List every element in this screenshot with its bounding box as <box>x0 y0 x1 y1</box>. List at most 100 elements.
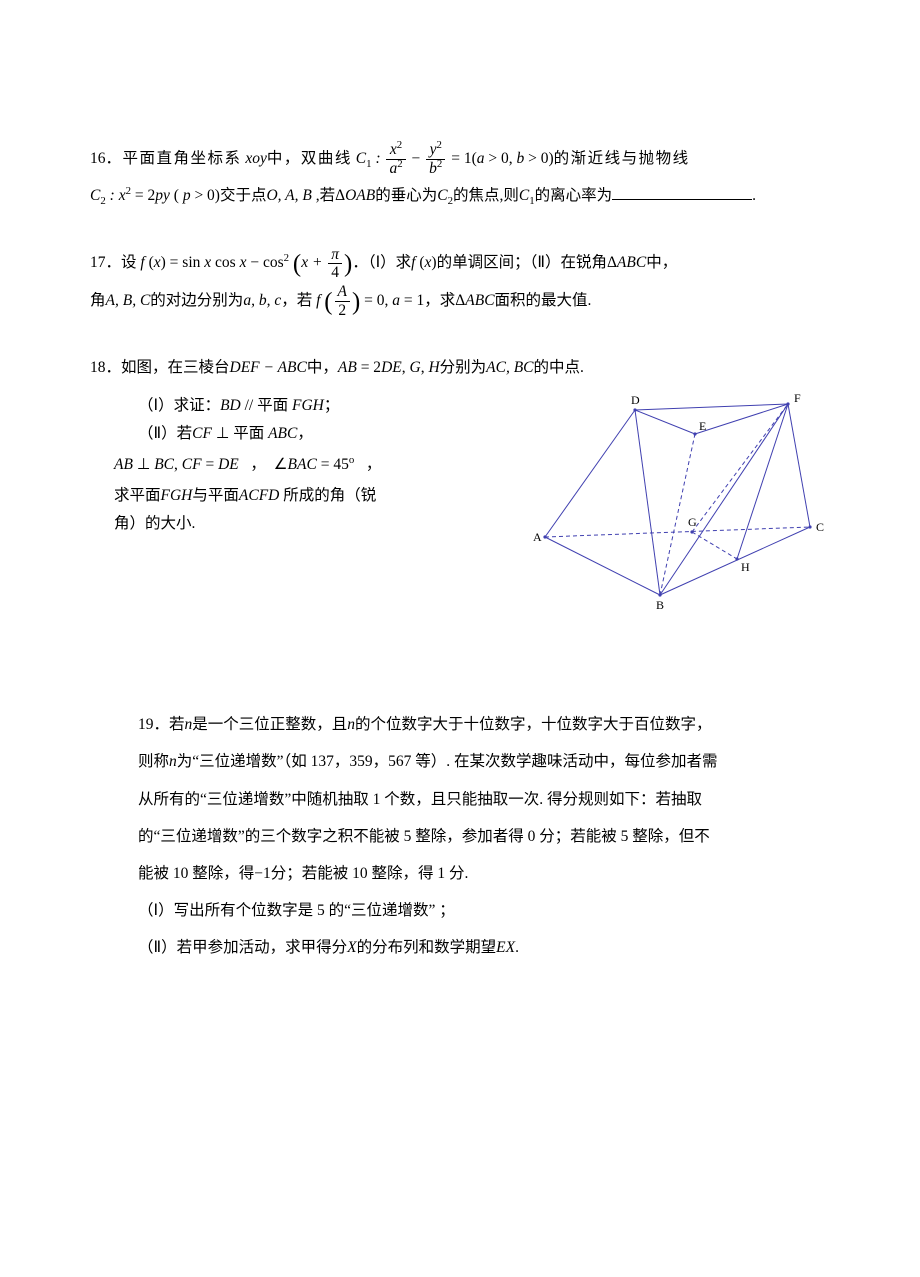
svg-text:E: E <box>699 419 706 433</box>
xpi4: x + <box>301 254 322 271</box>
tri-abc: ΔABC <box>607 254 646 271</box>
acbc: AC, BC <box>486 359 533 376</box>
p18-figure: ABCDEFGH <box>530 392 830 626</box>
eq0: = 0, a = 1 <box>364 292 424 309</box>
p19-part2: （Ⅱ）若甲参加活动，求甲得分X的分布列和数学期望EX. <box>138 929 830 966</box>
prism-diagram: ABCDEFGH <box>530 392 830 612</box>
svg-text:D: D <box>631 393 640 407</box>
text: 能被 10 整除，得 <box>138 865 254 882</box>
frac-pi4: π 4 <box>328 247 342 281</box>
blank-16 <box>612 184 752 201</box>
text: ，求 <box>424 292 455 309</box>
p18-part1: （Ⅰ）求证：BD // 平面 FGH； <box>90 392 516 420</box>
text: 的分布列和数学期望 <box>357 939 497 956</box>
text: 为“三位递增数”（如 137，359，567 等）. 在某次数学趣味活动中，每位… <box>177 753 718 770</box>
number-18: 18 <box>90 359 106 376</box>
text: . <box>515 939 519 956</box>
text: （Ⅱ）若 <box>138 425 192 442</box>
text: （Ⅱ）若甲参加活动，求甲得分 <box>138 939 347 956</box>
acfd: ACFD <box>239 487 279 504</box>
text: （Ⅰ）求证： <box>138 397 220 414</box>
text: 的中点. <box>534 359 584 376</box>
eq1-tail: = 1(a > 0, b > 0) <box>451 150 553 167</box>
text: 分；若能被 10 整除，得 1 分. <box>271 865 469 882</box>
text: 的渐近线与抛物线 <box>554 150 690 167</box>
p19-l3: 从所有的“三位递增数”中随机抽取 1 个数，且只能抽取一次. 得分规则如下：若抽… <box>138 781 830 818</box>
frac-y2b2: y2 b2 <box>426 142 445 176</box>
c1: C1 <box>519 187 535 204</box>
svg-text:C: C <box>816 520 824 534</box>
p18-line1: 18．如图，在三棱台DEF − ABC中，AB = 2DE, G, H分别为AC… <box>90 349 830 386</box>
rparen-icon: ) <box>352 288 360 315</box>
p19-l4: 的“三位递增数”的三个数字之积不能被 5 整除，参加者得 0 分；若能被 5 整… <box>138 818 830 855</box>
svg-text:G: G <box>688 515 697 529</box>
text: 角）的大小. <box>114 515 195 532</box>
p18-body: （Ⅰ）求证：BD // 平面 FGH； （Ⅱ）若CF ⊥ 平面 ABC， AB … <box>90 392 830 626</box>
tri-oab: ΔOAB <box>335 187 375 204</box>
text: 交于点 <box>220 187 267 204</box>
text: ,若 <box>312 187 335 204</box>
minus: − <box>412 150 425 167</box>
exam-page: 16．平面直角坐标系 xoy中，双曲线 C1 : x2 a2 − y2 b2 =… <box>0 0 920 1277</box>
n: n <box>347 716 355 733</box>
p19-l2: 则称n为“三位递增数”（如 137，359，567 等）. 在某次数学趣味活动中… <box>138 743 830 780</box>
c1-label: C1 : <box>356 150 381 167</box>
text: ．（Ⅰ）求 <box>352 254 411 271</box>
EX: EX <box>496 939 515 956</box>
number-19: 19 <box>138 716 154 733</box>
text: 的焦点,则 <box>453 187 519 204</box>
prism: DEF − ABC <box>230 359 307 376</box>
text: 分别为 <box>440 359 487 376</box>
text: 的对边分别为 <box>150 292 243 309</box>
text: 中，双曲线 <box>267 150 352 167</box>
text: ．若 <box>154 716 185 733</box>
problem-18: 18．如图，在三棱台DEF − ABC中，AB = 2DE, G, H分别为AC… <box>90 349 830 626</box>
frac-a2: A 2 <box>335 284 350 318</box>
f: f <box>316 292 320 309</box>
n: n <box>169 753 177 770</box>
text: 角 <box>90 292 106 309</box>
cond1: AB = 2DE, G, H <box>338 359 440 376</box>
problem-16: 16．平面直角坐标系 xoy中，双曲线 C1 : x2 a2 − y2 b2 =… <box>90 140 830 214</box>
p18-cond2: AB ⊥ BC, CF = DE ， ∠BAC = 45o ， <box>90 448 516 482</box>
p18-q: 求平面FGH与平面ACFD 所成的角（锐 角）的大小. <box>90 482 516 538</box>
text: ，若 <box>281 292 312 309</box>
text: 求平面 <box>114 487 161 504</box>
text: 所成的角（锐 <box>279 487 376 504</box>
lparen-icon: ( <box>293 251 301 278</box>
abc-upper: A, B, C <box>106 292 151 309</box>
p19-l1: 19．若n是一个三位正整数，且n的个位数字大于十位数字，十位数字大于百位数字， <box>138 706 830 743</box>
problem-17: 17．设 f (x) = sin x cos x − cos2 (x + π 4… <box>90 244 830 318</box>
p19-l5: 能被 10 整除，得−1分；若能被 10 整除，得 1 分. <box>138 855 830 892</box>
text: 是一个三位正整数，且 <box>192 716 347 733</box>
text: ．设 <box>106 254 137 271</box>
oab: O, A, B <box>266 187 311 204</box>
frac-x2a2: x2 a2 <box>386 142 405 176</box>
c2-label: C2 : x2 = 2py ( p > 0) <box>90 187 220 204</box>
text: 与平面 <box>192 487 239 504</box>
text: 中， <box>307 359 338 376</box>
cf-abc: CF ⊥ 平面 ABC <box>192 425 297 442</box>
text: 面积的最大值. <box>495 292 592 309</box>
text: 的垂心为 <box>375 187 437 204</box>
p18-part2: （Ⅱ）若CF ⊥ 平面 ABC， <box>90 420 516 448</box>
abc-lower: a, b, c <box>243 292 281 309</box>
text: ； <box>324 397 340 414</box>
angle-bac: ∠BAC = 45o <box>274 456 355 473</box>
neg1: −1 <box>254 865 271 882</box>
p18-text-col: （Ⅰ）求证：BD // 平面 FGH； （Ⅱ）若CF ⊥ 平面 ABC， AB … <box>90 392 516 538</box>
number-16: 16 <box>90 150 106 167</box>
svg-text:F: F <box>794 392 801 405</box>
period: . <box>752 187 756 204</box>
p19-part1: （Ⅰ）写出所有个位数字是 5 的“三位递增数” ； <box>138 892 830 929</box>
problem-19: 19．若n是一个三位正整数，且n的个位数字大于十位数字，十位数字大于百位数字， … <box>90 706 830 966</box>
text: 的个位数字大于十位数字，十位数字大于百位数字， <box>355 716 712 733</box>
text: 中， <box>646 254 677 271</box>
X: X <box>347 939 356 956</box>
tri-abc2: ΔABC <box>455 292 494 309</box>
var-xoy: xoy <box>245 150 267 167</box>
svg-text:B: B <box>656 598 664 612</box>
fgh: FGH <box>161 487 193 504</box>
text: ．如图，在三棱台 <box>106 359 230 376</box>
bd-fgh: BD // 平面 FGH <box>220 397 324 414</box>
